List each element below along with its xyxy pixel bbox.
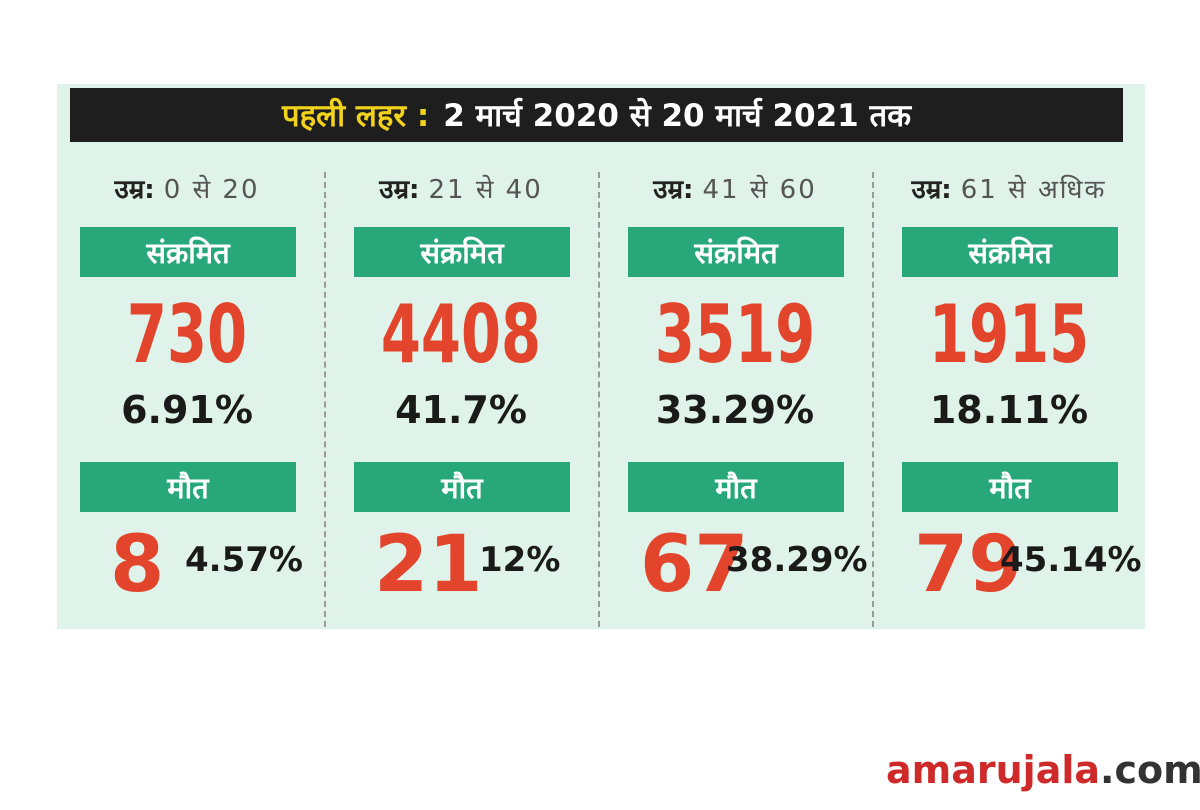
infected-header: संक्रमित bbox=[628, 227, 844, 277]
column-divider bbox=[324, 172, 326, 627]
age-group-21-40: उम्र: 21 से 40 संक्रमित 4408 41.7% मौत 2… bbox=[324, 150, 598, 625]
infected-header: संक्रमित bbox=[80, 227, 296, 277]
deaths-header: मौत bbox=[902, 462, 1118, 512]
deaths-count: 67 bbox=[640, 520, 749, 610]
deaths-row: 79 45.14% bbox=[872, 520, 1146, 610]
deaths-percent: 45.14% bbox=[1000, 540, 1142, 580]
age-group-61-plus: उम्र: 61 से अधिक संक्रमित 1915 18.11% मौ… bbox=[872, 150, 1146, 625]
deaths-row: 67 38.29% bbox=[598, 520, 872, 610]
deaths-percent: 38.29% bbox=[726, 540, 868, 580]
deaths-percent: 12% bbox=[479, 540, 561, 580]
title-date-range: 2 मार्च 2020 से 20 मार्च 2021 तक bbox=[443, 98, 912, 134]
infected-count: 4408 bbox=[380, 288, 542, 381]
deaths-count: 79 bbox=[914, 520, 1023, 610]
deaths-row: 21 12% bbox=[324, 520, 598, 610]
deaths-count: 21 bbox=[374, 520, 483, 610]
infected-count: 730 bbox=[126, 288, 248, 381]
age-group-0-20: उम्र: 0 से 20 संक्रमित 730 6.91% मौत 8 4… bbox=[50, 150, 324, 625]
age-label: उम्र: 41 से 60 bbox=[653, 175, 817, 205]
age-group-41-60: उम्र: 41 से 60 संक्रमित 3519 33.29% मौत … bbox=[598, 150, 872, 625]
infected-percent: 41.7% bbox=[395, 388, 527, 432]
title-banner: पहली लहर : 2 मार्च 2020 से 20 मार्च 2021… bbox=[70, 88, 1123, 142]
age-label: उम्र: 21 से 40 bbox=[379, 175, 543, 205]
infected-header: संक्रमित bbox=[902, 227, 1118, 277]
age-label: उम्र: 0 से 20 bbox=[114, 175, 260, 205]
deaths-header: मौत bbox=[80, 462, 296, 512]
infected-header: संक्रमित bbox=[354, 227, 570, 277]
title-highlight: पहली लहर : bbox=[281, 98, 430, 134]
deaths-percent: 4.57% bbox=[185, 540, 303, 580]
deaths-count: 8 bbox=[110, 520, 165, 610]
infected-percent: 33.29% bbox=[655, 388, 815, 432]
brand-logo: amarujala.com bbox=[886, 748, 1200, 792]
infected-count: 1915 bbox=[928, 288, 1090, 381]
column-divider bbox=[598, 172, 600, 627]
age-label: उम्र: 61 से अधिक bbox=[911, 175, 1107, 205]
deaths-header: मौत bbox=[628, 462, 844, 512]
infected-percent: 6.91% bbox=[121, 388, 253, 432]
deaths-header: मौत bbox=[354, 462, 570, 512]
infographic-panel bbox=[57, 84, 1145, 629]
deaths-row: 8 4.57% bbox=[50, 520, 324, 610]
column-divider bbox=[872, 172, 874, 627]
infected-count: 3519 bbox=[654, 288, 816, 381]
infected-percent: 18.11% bbox=[929, 388, 1089, 432]
